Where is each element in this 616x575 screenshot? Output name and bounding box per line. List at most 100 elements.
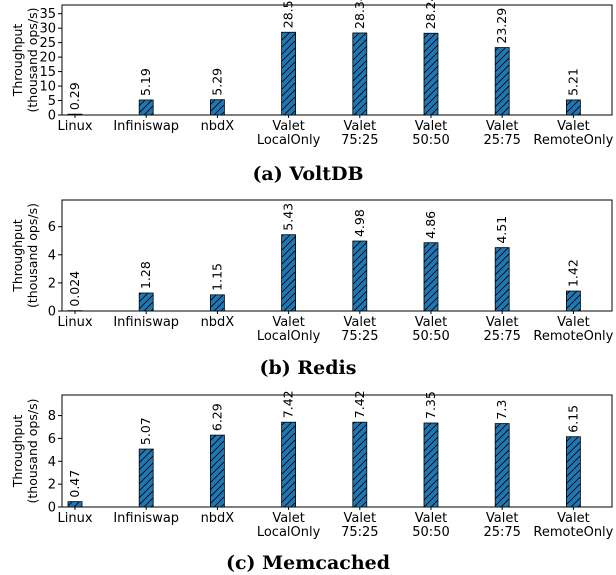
bar-value-label: 4.51 [494,216,509,244]
bar-value-label: 7.42 [352,390,367,418]
bar-value-label: 7.35 [423,391,438,419]
y-axis-label: (thousand ops/s) [25,8,40,113]
bar [494,47,510,116]
x-tick-label: Valet [557,315,590,330]
bar [352,240,368,312]
x-tick-label: Valet [486,315,519,330]
x-tick-label: 50:50 [412,133,449,148]
x-tick-label: 50:50 [412,525,449,540]
y-tick-label: 4 [48,455,56,470]
bar [209,294,225,312]
y-tick-label: 2 [48,478,56,493]
bar [281,421,297,508]
x-tick-label: 25:75 [483,329,520,344]
bar [566,436,581,508]
x-tick-label: 75:25 [341,525,378,540]
x-tick-label: 50:50 [412,329,449,344]
x-tick-label: Valet [415,119,448,134]
bar [352,421,368,508]
x-tick-label: Valet [344,511,377,526]
bar-value-label: 4.98 [352,209,367,237]
bar [281,234,297,312]
bar [566,99,581,116]
y-tick-label: 8 [48,409,56,424]
y-tick-label: 35 [39,7,56,22]
x-tick-label: Linux [57,315,92,330]
y-tick-label: 2 [48,276,56,291]
bar-value-label: 4.86 [423,211,438,239]
x-tick-label: nbdX [201,315,235,330]
y-tick-label: 6 [48,432,56,447]
x-tick-label: Valet [557,511,590,526]
bar-value-label: 23.29 [494,8,509,44]
x-tick-label: Valet [272,315,305,330]
y-tick-label: 15 [39,65,56,80]
x-tick-label: Infiniswap [113,119,179,134]
bar [67,113,83,116]
bar [209,99,225,116]
bar-value-label: 5.21 [565,68,580,96]
x-tick-label: Valet [486,511,519,526]
axes-frame [61,394,613,508]
bar-value-label: 5.07 [138,417,153,445]
x-tick-label: Linux [57,119,92,134]
bar [281,31,297,116]
bar [67,501,83,508]
y-tick-label: 6 [48,220,56,235]
x-tick-label: Valet [344,119,377,134]
bar-value-label: 28.59 [281,0,296,28]
subfigure-caption: (a) VoltDB [252,163,363,185]
x-tick-label: RemoteOnly [533,133,613,148]
x-tick-label: Valet [415,511,448,526]
bar [566,290,581,312]
x-tick-label: Valet [486,119,519,134]
y-tick-label: 20 [39,51,56,66]
bar [423,242,439,312]
bar-value-label: 0.47 [67,470,82,498]
x-tick-label: 25:75 [483,133,520,148]
bar [423,32,439,116]
bar [138,448,154,508]
bar-value-label: 5.29 [209,68,224,96]
y-axis-label: (thousand ops/s) [25,203,40,308]
y-axis-label: (thousand ops/s) [25,399,40,504]
bar-value-label: 6.15 [565,405,580,433]
subfigure-caption: (b) Redis [260,357,357,379]
bar-value-label: 5.19 [138,68,153,96]
x-tick-label: Valet [272,119,305,134]
bar [352,32,368,116]
x-tick-label: LocalOnly [257,525,321,540]
x-tick-label: nbdX [201,511,235,526]
x-tick-label: 75:25 [341,133,378,148]
bar-value-label: 0.024 [67,271,82,307]
bar-value-label: 7.42 [281,390,296,418]
axes-frame [61,199,613,312]
bar-value-label: 6.29 [209,403,224,431]
y-axis-label: Throughput [10,24,25,98]
x-tick-label: LocalOnly [257,329,321,344]
x-tick-label: Valet [557,119,590,134]
x-tick-label: Valet [344,315,377,330]
bar [209,434,225,508]
bar-value-label: 1.28 [138,261,153,289]
panel-2: 0 2 4 6 Throughput (thousand ops/s) 0.024 Linux… [10,199,614,379]
x-tick-label: Infiniswap [113,315,179,330]
x-tick-label: nbdX [201,119,235,134]
y-tick-label: 4 [48,248,56,263]
bar-value-label: 1.42 [565,259,580,287]
bar-value-label: 0.29 [67,82,82,110]
x-tick-label: Valet [272,511,305,526]
y-tick-label: 25 [39,36,56,51]
y-tick-label: 5 [48,94,56,109]
x-tick-label: 75:25 [341,329,378,344]
panel-3: 0 2 4 6 8 Throughput (thousand ops/s) 0.47 Linux… [10,390,614,574]
x-tick-label: Valet [415,315,448,330]
y-axis-label: Throughput [10,219,25,293]
x-tick-label: RemoteOnly [533,525,613,540]
x-tick-label: 25:75 [483,525,520,540]
subfigure-caption: (c) Memcached [226,552,390,574]
y-axis-label: Throughput [10,415,25,489]
bar-value-label: 28.24 [423,0,438,29]
x-tick-label: RemoteOnly [533,329,613,344]
